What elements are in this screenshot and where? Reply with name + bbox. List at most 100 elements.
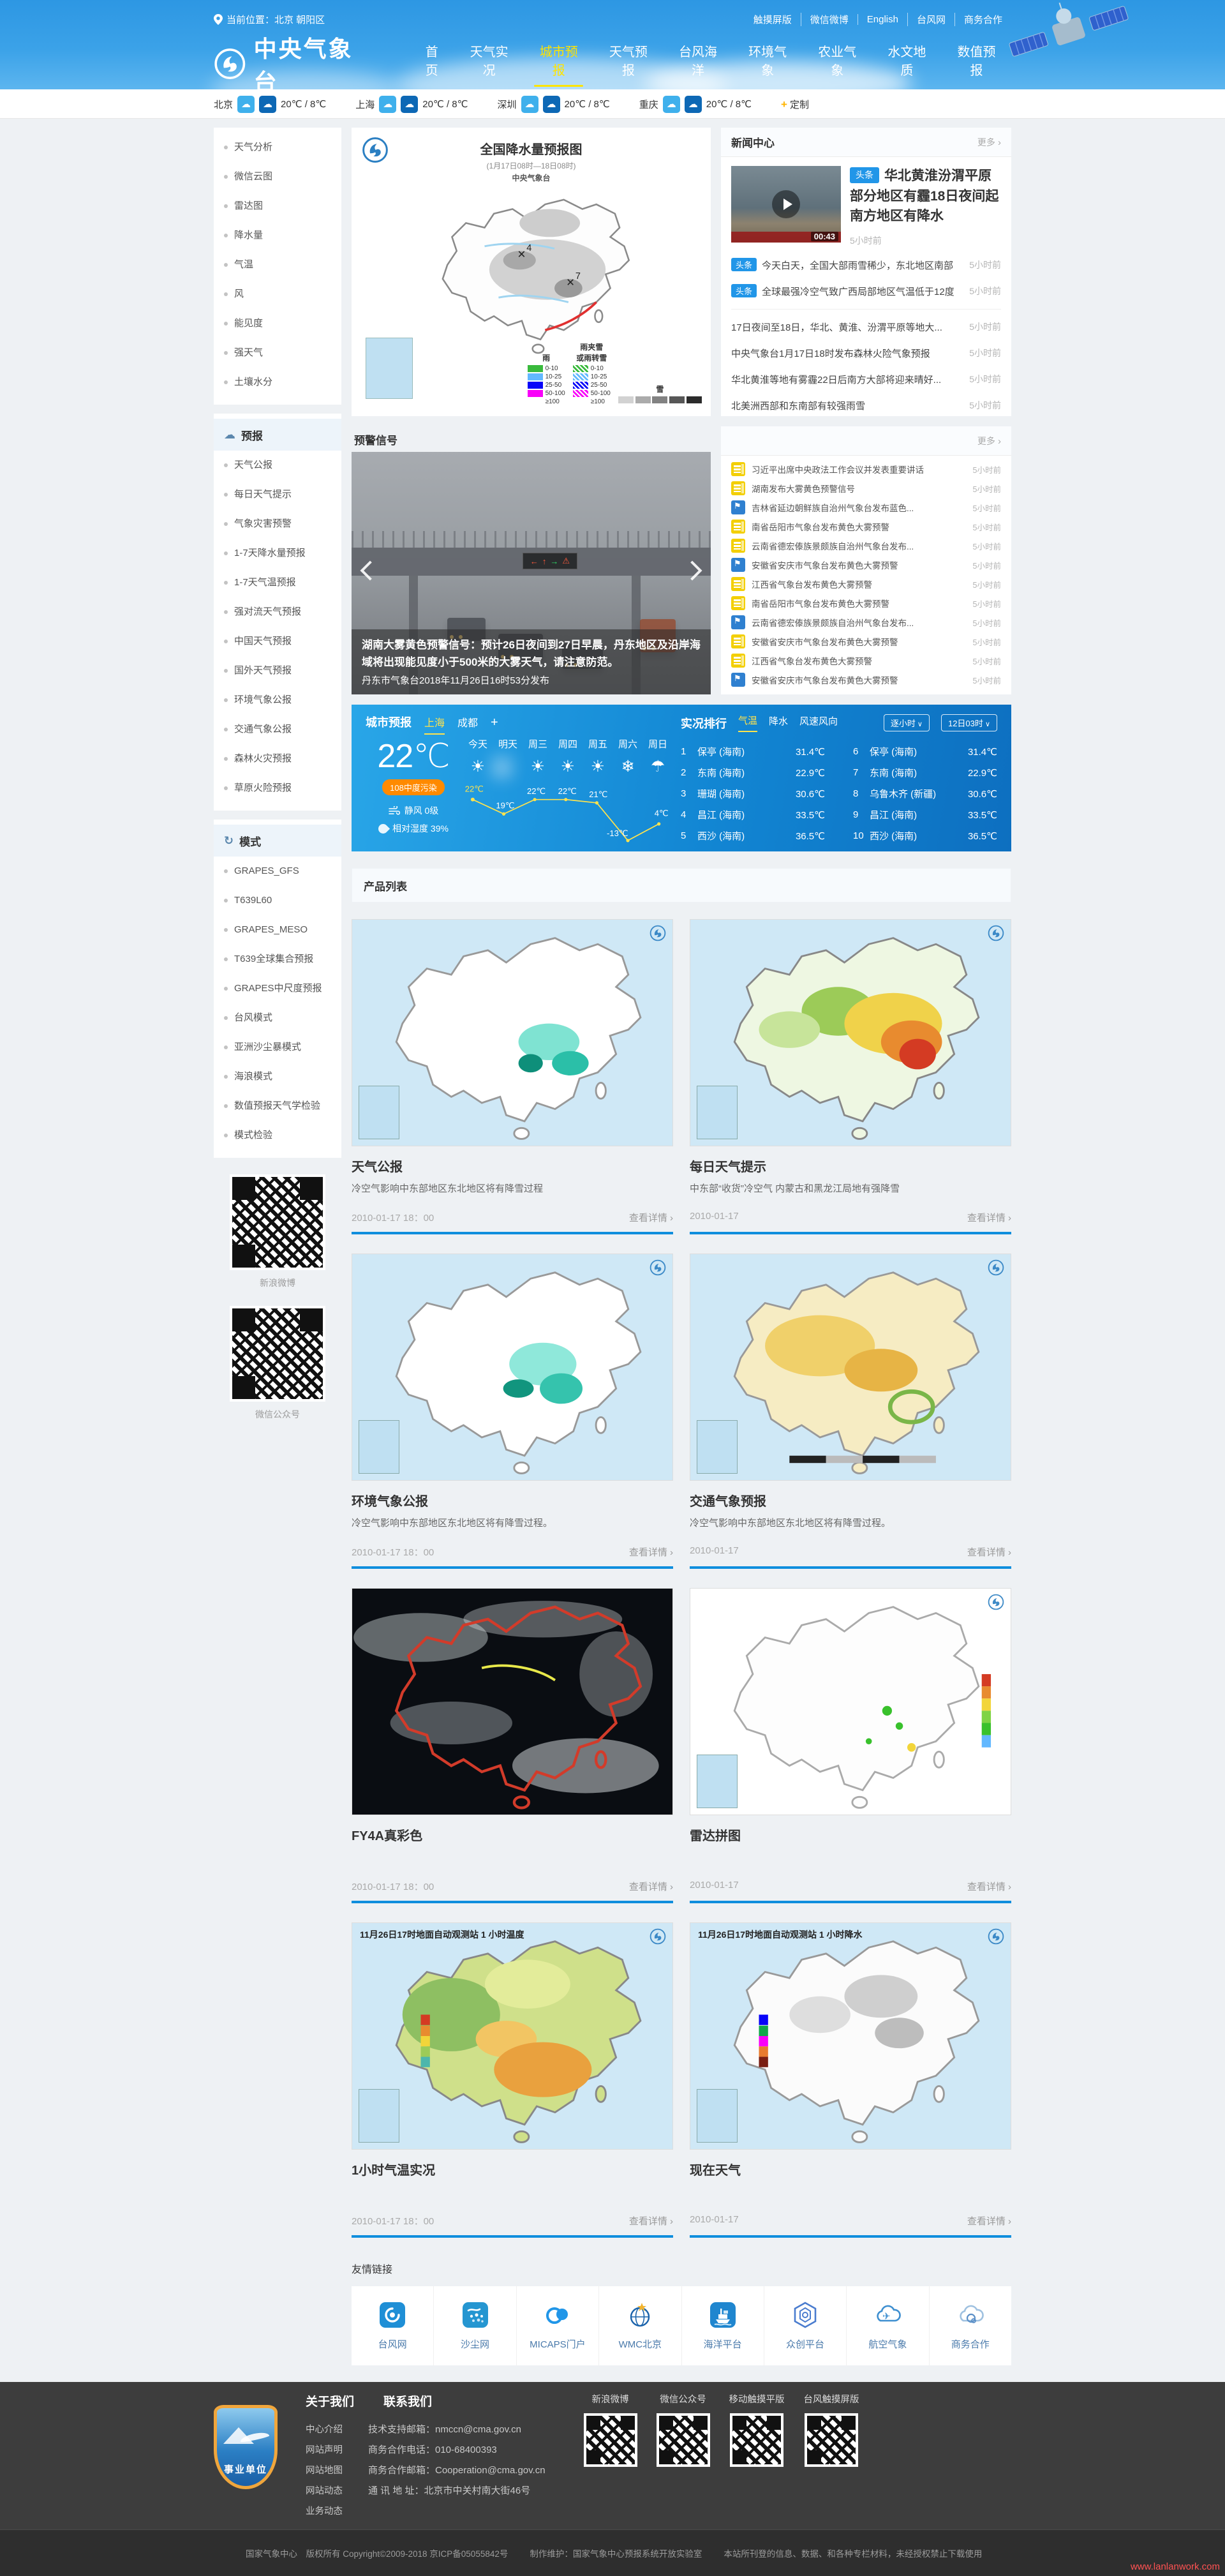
view-detail-link[interactable]: 查看详情 bbox=[629, 1211, 673, 1224]
view-detail-link[interactable]: 查看详情 bbox=[967, 1545, 1011, 1559]
news-item-text[interactable]: 北美洲西部和东南部有较强雨雪 bbox=[731, 400, 866, 412]
sidebar-item[interactable]: 降水量 bbox=[214, 221, 341, 250]
news-item-text[interactable]: 华北黄淮等地有雾霾22日后南方大部将迎来晴好... bbox=[731, 374, 942, 386]
warning-text[interactable]: 湖南发布大雾黄色预警信号 bbox=[752, 484, 855, 494]
news-item-text[interactable]: 中央气象台1月17日18时发布森林火险气象预报 bbox=[731, 348, 930, 359]
warning-text[interactable]: 云南省德宏傣族景颇族自治州气象台发布... bbox=[752, 618, 914, 628]
footer-link[interactable]: 网站地图 bbox=[306, 2466, 343, 2476]
sidebar-item[interactable]: 模式检验 bbox=[214, 1121, 341, 1150]
sidebar-item[interactable]: 强天气 bbox=[214, 338, 341, 368]
site-logo[interactable]: 中央气象台 bbox=[214, 31, 375, 89]
product-name[interactable]: 1小时气温实况 bbox=[352, 2164, 436, 2178]
nav-link[interactable]: 天气实况 bbox=[470, 45, 509, 78]
footer-link[interactable]: 网站声明 bbox=[306, 2445, 343, 2455]
footer-link[interactable]: 中心介绍 bbox=[306, 2425, 343, 2435]
friend-link-wmc[interactable]: WMC北京 bbox=[599, 2286, 682, 2365]
sidebar-item[interactable]: 雷达图 bbox=[214, 191, 341, 221]
forecast-day[interactable]: 明天 bbox=[494, 737, 522, 777]
friend-link-business[interactable]: 商务合作 bbox=[930, 2286, 1011, 2365]
city-weather-cell[interactable]: 重庆 ☁ ☁ 20℃ / 8℃ bbox=[639, 95, 752, 113]
city-weather-cell[interactable]: 北京 ☁ ☁ 20℃ / 8℃ bbox=[214, 95, 326, 113]
product-name[interactable]: FY4A真彩色 bbox=[352, 1829, 423, 1843]
news-item-text[interactable]: 头条 今天白天，全国大部雨雪稀少，东北地区南部 bbox=[731, 258, 961, 272]
warning-text[interactable]: 江西省气象台发布黄色大雾预警 bbox=[752, 580, 872, 590]
nav-link[interactable]: 环境气象 bbox=[748, 45, 787, 78]
sidebar-item[interactable]: 交通气象公报 bbox=[214, 715, 341, 744]
sidebar-item[interactable]: 中国天气预报 bbox=[214, 627, 341, 656]
top-link[interactable]: 触摸屏版 bbox=[753, 14, 792, 26]
sidebar-item[interactable]: 土壤水分 bbox=[214, 368, 341, 397]
view-detail-link[interactable]: 查看详情 bbox=[629, 1880, 673, 1893]
sidebar-item[interactable]: 森林火灾预报 bbox=[214, 744, 341, 774]
add-city-button[interactable]: + bbox=[491, 715, 498, 730]
friend-link-maker[interactable]: 众创平台 bbox=[764, 2286, 847, 2365]
featured-news-title[interactable]: 头条 华北黄淮汾渭平原部分地区有霾18日夜间起南方地区有降水 bbox=[850, 166, 1001, 227]
sidebar-item[interactable]: 天气分析 bbox=[214, 133, 341, 162]
product-name[interactable]: 天气公报 bbox=[352, 1160, 403, 1174]
nav-link[interactable]: 数值预报 bbox=[957, 45, 996, 78]
warning-text[interactable]: 南省岳阳市气象台发布黄色大雾预警 bbox=[752, 523, 889, 532]
top-link[interactable]: 台风网 bbox=[907, 12, 954, 26]
forecast-day[interactable]: 周日 bbox=[644, 737, 672, 777]
product-name[interactable]: 交通气象预报 bbox=[690, 1495, 766, 1509]
product-name[interactable]: 现在天气 bbox=[690, 2164, 741, 2178]
view-detail-link[interactable]: 查看详情 bbox=[629, 2214, 673, 2228]
sidebar-item[interactable]: 风 bbox=[214, 280, 341, 309]
product-name[interactable]: 雷达拼图 bbox=[690, 1829, 741, 1843]
sidebar-item[interactable]: GRAPES_GFS bbox=[214, 857, 341, 886]
top-link[interactable]: 微信微博 bbox=[800, 12, 858, 26]
video-thumbnail[interactable]: 00:43 bbox=[731, 166, 841, 243]
city-weather-cell[interactable]: 上海 ☁ ☁ 20℃ / 8℃ bbox=[355, 95, 468, 113]
play-icon[interactable] bbox=[772, 190, 800, 218]
tab-shanghai[interactable]: 上海 bbox=[424, 714, 445, 735]
footer-link[interactable]: 网站动态 bbox=[306, 2486, 343, 2496]
view-detail-link[interactable]: 查看详情 bbox=[967, 1880, 1011, 1893]
sidebar-item[interactable]: 国外天气预报 bbox=[214, 656, 341, 685]
nav-link[interactable]: 城市预报 bbox=[534, 41, 583, 87]
sidebar-item[interactable]: 天气公报 bbox=[214, 451, 341, 480]
product-card-fy4a[interactable]: FY4A真彩色 2010-01-17 18：00 查看详情 bbox=[352, 1588, 673, 1903]
sidebar-item[interactable]: 强对流天气预报 bbox=[214, 597, 341, 627]
nav-link[interactable]: 水文地质 bbox=[887, 45, 926, 78]
sidebar-item[interactable]: 气象灾害预警 bbox=[214, 509, 341, 539]
warning-text[interactable]: 安徽省安庆市气象台发布黄色大雾预警 bbox=[752, 638, 898, 647]
aqi-badge[interactable]: 108中度污染 bbox=[382, 779, 445, 795]
warning-text[interactable]: 吉林省延边朝鲜族自治州气象台发布蓝色... bbox=[752, 504, 914, 513]
nav-link[interactable]: 天气预报 bbox=[609, 45, 648, 78]
tab-temperature[interactable]: 气温 bbox=[738, 714, 758, 732]
sidebar-item[interactable]: 海浪模式 bbox=[214, 1062, 341, 1091]
view-detail-link[interactable]: 查看详情 bbox=[967, 1211, 1011, 1224]
friend-link-ocean[interactable]: 海洋平台 bbox=[682, 2286, 764, 2365]
product-card-environment-bulletin[interactable]: 环境气象公报 冷空气影响中东部地区东北地区将有降雪过程。 2010-01-17 … bbox=[352, 1254, 673, 1569]
product-card-radar[interactable]: 雷达拼图 2010-01-17 查看详情 bbox=[690, 1588, 1011, 1903]
time-dropdown[interactable]: 12日03时 bbox=[940, 714, 997, 731]
interval-dropdown[interactable]: 逐小时 bbox=[883, 714, 930, 731]
warning-text[interactable]: 安徽省安庆市气象台发布黄色大雾预警 bbox=[752, 561, 898, 571]
sidebar-item[interactable]: 台风模式 bbox=[214, 1003, 341, 1033]
warning-text[interactable]: 云南省德宏傣族景颇族自治州气象台发布... bbox=[752, 542, 914, 551]
friend-link-aviation[interactable]: ✈ 航空气象 bbox=[847, 2286, 930, 2365]
city-weather-cell[interactable]: 深圳 ☁ ☁ 20℃ / 8℃ bbox=[498, 95, 610, 113]
tab-chengdu[interactable]: 成都 bbox=[457, 718, 479, 729]
customize-cities-button[interactable]: + 定制 bbox=[781, 98, 809, 111]
warning-text[interactable]: 安徽省安庆市气象台发布黄色大雾预警 bbox=[752, 676, 898, 685]
news-item-text[interactable]: 头条 全球最强冷空气致广西局部地区气温低于12度 bbox=[731, 284, 961, 298]
warning-text[interactable]: 南省岳阳市气象台发布黄色大雾预警 bbox=[752, 599, 889, 609]
friend-link-micaps[interactable]: MICAPS门户 bbox=[517, 2286, 600, 2365]
warning-more-link[interactable]: 更多 bbox=[977, 435, 1001, 447]
top-link[interactable]: English bbox=[857, 13, 907, 25]
view-detail-link[interactable]: 查看详情 bbox=[629, 1545, 673, 1559]
product-name[interactable]: 每日天气提示 bbox=[690, 1160, 766, 1174]
forecast-day[interactable]: 周五 bbox=[584, 737, 612, 777]
footer-link[interactable]: 业务动态 bbox=[306, 2506, 343, 2517]
sidebar-item[interactable]: T639L60 bbox=[214, 886, 341, 915]
sidebar-item[interactable]: 每日天气提示 bbox=[214, 480, 341, 509]
product-name[interactable]: 环境气象公报 bbox=[352, 1495, 428, 1509]
forecast-day[interactable]: 周四 bbox=[554, 737, 582, 777]
sidebar-item[interactable]: 微信云图 bbox=[214, 162, 341, 191]
friend-link-typhoon[interactable]: 台风网 bbox=[352, 2286, 434, 2365]
warning-text[interactable]: 习近平出席中央政法工作会议并发表重要讲话 bbox=[752, 465, 924, 475]
sidebar-item[interactable]: GRAPES中尺度预报 bbox=[214, 974, 341, 1003]
sidebar-item[interactable]: 1-7天降水量预报 bbox=[214, 539, 341, 568]
forecast-day[interactable]: 周六 bbox=[614, 737, 642, 777]
